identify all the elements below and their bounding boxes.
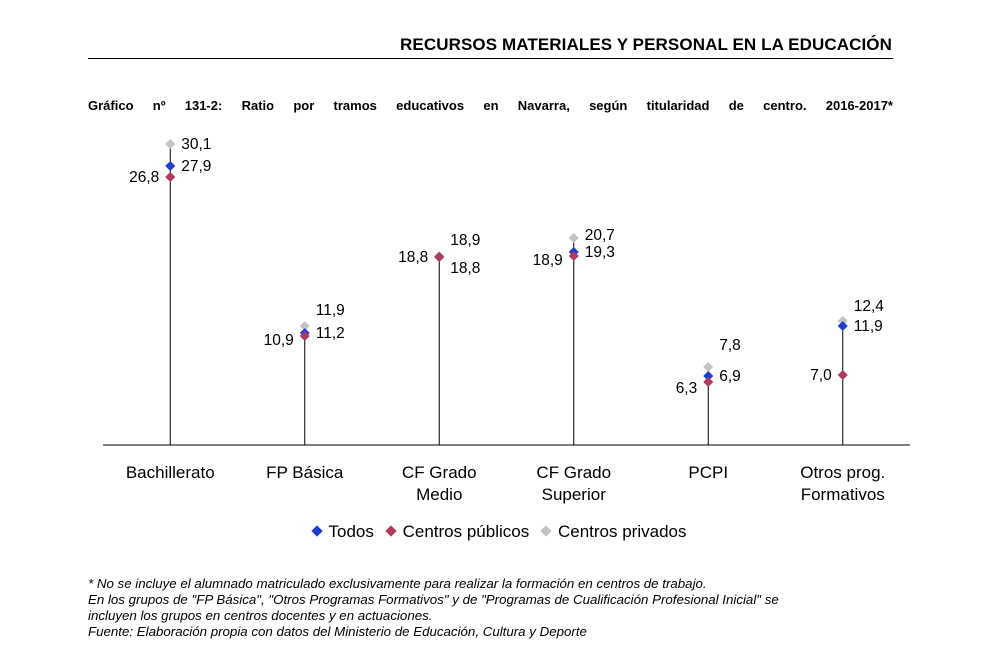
category-label: CF Grado [536, 463, 611, 482]
data-label: 7,0 [810, 367, 832, 384]
data-label: 26,8 [129, 169, 159, 186]
category-label: Medio [416, 485, 462, 504]
legend-marker-publicos [384, 525, 397, 537]
data-label: 18,8 [398, 249, 428, 266]
data-label: 30,1 [181, 136, 211, 153]
legend-item-privados: Centros privados [540, 522, 687, 542]
category-label: CF Grado [402, 463, 477, 482]
data-label: 27,9 [181, 158, 211, 175]
data-label: 6,3 [676, 380, 698, 397]
data-point [568, 233, 579, 243]
category-label: Otros prog. [800, 463, 885, 482]
data-point [165, 139, 176, 149]
data-point [703, 371, 714, 381]
category-label: Superior [542, 485, 607, 504]
legend-marker-privados [540, 525, 552, 537]
data-label: 19,3 [585, 244, 615, 261]
category-label: FP Básica [266, 463, 344, 482]
chart-area: 30,1 27,9 26,8 Bachillerato 11,9 11,2 10,9 FP B… [103, 136, 910, 504]
header-divider [88, 58, 893, 59]
chart-legend: Todos Centros públicos Centros privados [0, 522, 999, 542]
data-point [434, 252, 445, 262]
page-header-title: RECURSOS MATERIALES Y PERSONAL EN LA EDU… [400, 35, 892, 54]
category-label: PCPI [688, 463, 728, 482]
category-label: Bachillerato [126, 463, 215, 482]
data-point [837, 370, 848, 380]
footnote-line: * No se incluye el alumnado matriculado … [88, 576, 707, 591]
data-point [837, 321, 848, 331]
footnote-line: En los grupos de "FP Básica", "Otros Pro… [88, 592, 779, 607]
legend-label-publicos: Centros públicos [402, 522, 530, 541]
footnote-line: incluyen los grupos en centros docentes … [88, 608, 433, 623]
data-label: 20,7 [585, 227, 615, 244]
data-point [299, 321, 310, 331]
data-label: 10,9 [264, 332, 294, 349]
data-point [299, 331, 310, 341]
legend-label-todos: Todos [328, 522, 374, 541]
data-point [703, 377, 714, 387]
data-label: 11,9 [854, 318, 883, 335]
footnotes: * No se incluye el alumnado matriculado … [88, 576, 918, 640]
data-label: 12,4 [854, 298, 885, 315]
data-label: 6,9 [719, 368, 741, 385]
data-point [703, 362, 714, 372]
source-note: Fuente: Elaboración propia con datos del… [88, 624, 587, 639]
data-point [165, 172, 176, 182]
legend-item-todos: Todos [310, 522, 374, 542]
data-label: 18,9 [533, 252, 563, 269]
legend-marker-todos [310, 525, 323, 537]
data-label: 7,8 [719, 337, 741, 354]
data-label: 18,8 [450, 260, 480, 277]
data-label: 18,9 [450, 232, 480, 249]
category-label: Formativos [801, 485, 885, 504]
data-point [568, 251, 579, 261]
data-label: 11,2 [316, 325, 345, 342]
legend-label-privados: Centros privados [557, 522, 687, 541]
legend-item-publicos: Centros públicos [384, 522, 530, 542]
data-label: 11,9 [316, 302, 345, 319]
data-point [165, 161, 176, 171]
chart-title: Gráfico nº 131-2: Ratio por tramos educa… [88, 98, 893, 113]
